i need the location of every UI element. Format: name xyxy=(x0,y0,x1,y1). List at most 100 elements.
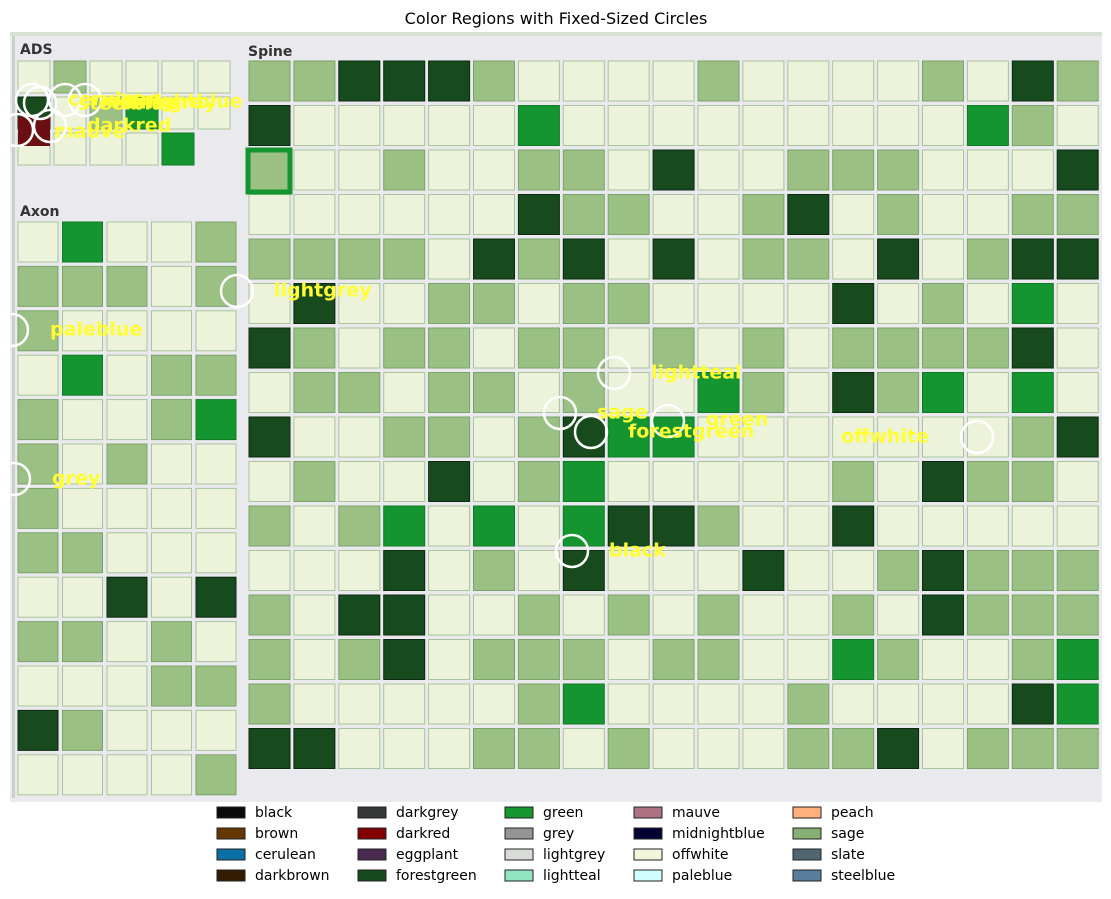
image-tile xyxy=(966,283,1009,324)
image-tile xyxy=(697,283,740,324)
annotation-label: forestgreen xyxy=(628,421,754,443)
image-tile xyxy=(832,594,875,636)
image-tile xyxy=(151,487,192,529)
image-tile xyxy=(197,60,231,94)
image-tile xyxy=(383,60,426,102)
annotation-label: lightteal xyxy=(651,362,742,384)
legend-swatch xyxy=(504,848,534,861)
image-tile xyxy=(697,105,740,146)
legend-swatch xyxy=(216,827,246,840)
image-tile xyxy=(195,576,237,618)
image-tile xyxy=(338,416,381,458)
image-tile xyxy=(562,416,605,458)
image-tile xyxy=(697,683,740,725)
legend-label: cerulean xyxy=(255,847,316,863)
image-tile xyxy=(1011,728,1054,769)
image-tile xyxy=(473,194,515,235)
annotation-circle xyxy=(32,108,68,144)
annotation-circle xyxy=(67,82,103,118)
image-tile xyxy=(742,416,785,458)
image-tile xyxy=(742,550,785,591)
annotation-label: green xyxy=(706,409,768,431)
image-tile xyxy=(742,194,785,235)
image-tile xyxy=(151,310,192,352)
legend-swatch xyxy=(792,848,822,861)
panel-label-ads: ADS xyxy=(20,42,53,58)
image-left-border xyxy=(12,36,15,798)
image-tile xyxy=(195,665,237,707)
annotation-label: paleblue xyxy=(50,319,142,341)
image-tile xyxy=(562,550,605,591)
image-tile xyxy=(652,639,695,680)
legend-swatch xyxy=(633,827,663,840)
image-tile xyxy=(428,105,471,146)
legend-label: lightteal xyxy=(543,868,601,884)
image-tile xyxy=(877,683,920,725)
image-tile xyxy=(652,505,695,547)
annotation-label: steelblue xyxy=(78,93,177,115)
image-tile xyxy=(1056,594,1099,636)
microscopy-image: ADS Axon Spine xyxy=(10,32,1102,802)
image-tile xyxy=(473,728,515,769)
image-tile xyxy=(832,550,875,591)
image-tile xyxy=(787,60,830,102)
image-tile xyxy=(966,683,1009,725)
legend-label: forestgreen xyxy=(396,868,477,884)
image-tile xyxy=(966,60,1009,102)
image-tile xyxy=(697,194,740,235)
image-tile xyxy=(248,194,291,235)
image-tile xyxy=(293,283,336,324)
legend-swatch xyxy=(792,806,822,819)
image-tile xyxy=(787,594,830,636)
image-tile xyxy=(62,443,103,485)
image-tile xyxy=(922,149,964,191)
image-tile xyxy=(248,149,291,191)
image-tile xyxy=(151,221,192,263)
image-tile xyxy=(473,327,515,369)
image-tile xyxy=(877,327,920,369)
legend-swatch xyxy=(357,848,387,861)
image-tile xyxy=(248,238,291,280)
image-tile xyxy=(161,132,195,166)
legend-label: slate xyxy=(831,847,865,863)
image-tile xyxy=(517,238,560,280)
image-tile xyxy=(922,461,964,502)
image-tile xyxy=(922,683,964,725)
image-tile xyxy=(106,532,148,574)
image-tile xyxy=(151,399,192,441)
image-tile xyxy=(832,283,875,324)
image-tile xyxy=(787,238,830,280)
image-tile xyxy=(1011,238,1054,280)
image-tile xyxy=(1011,105,1054,146)
image-tile xyxy=(473,60,515,102)
image-tile xyxy=(383,327,426,369)
image-tile xyxy=(742,238,785,280)
image-tile xyxy=(17,576,59,618)
image-tile xyxy=(742,505,785,547)
legend-label: green xyxy=(543,805,583,821)
image-tile xyxy=(1011,60,1054,102)
image-tile xyxy=(517,283,560,324)
image-tile xyxy=(697,594,740,636)
image-tile xyxy=(248,60,291,102)
image-tile xyxy=(248,283,291,324)
image-tile xyxy=(383,105,426,146)
legend-swatch xyxy=(357,869,387,882)
image-tile xyxy=(742,461,785,502)
image-tile xyxy=(151,709,192,751)
legend-swatch xyxy=(504,806,534,819)
image-tile xyxy=(562,327,605,369)
panel-label-axon: Axon xyxy=(20,204,59,220)
image-tile xyxy=(383,238,426,280)
image-tile xyxy=(248,327,291,369)
image-tile xyxy=(517,683,560,725)
image-tile xyxy=(248,550,291,591)
image-tile xyxy=(517,372,560,413)
image-tile xyxy=(607,327,650,369)
image-tile xyxy=(1011,550,1054,591)
image-tile xyxy=(787,283,830,324)
image-tile xyxy=(383,149,426,191)
image-tile xyxy=(62,576,103,618)
image-tile xyxy=(877,238,920,280)
